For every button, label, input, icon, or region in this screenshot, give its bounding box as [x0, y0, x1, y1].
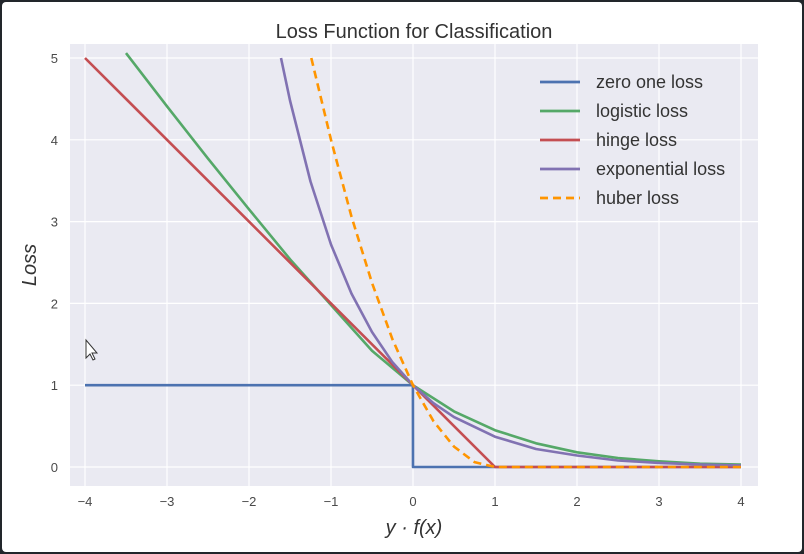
legend-label: huber loss	[596, 188, 679, 208]
y-tick-label: 4	[51, 133, 58, 148]
y-tick-label: 5	[51, 51, 58, 66]
x-tick-label: −3	[160, 494, 175, 509]
legend-label: exponential loss	[596, 159, 725, 179]
legend-label: logistic loss	[596, 101, 688, 121]
x-tick-label: 0	[409, 494, 416, 509]
tick-labels: −4 −3 −2 −1 0 1 2 3 4 0 1 2 3 4 5	[51, 51, 745, 509]
x-tick-label: −4	[78, 494, 93, 509]
mouse-cursor-icon	[85, 338, 99, 361]
legend-label: hinge loss	[596, 130, 677, 150]
y-tick-label: 3	[51, 215, 58, 230]
y-tick-label: 2	[51, 296, 58, 311]
x-tick-label: −2	[242, 494, 257, 509]
x-tick-label: 2	[573, 494, 580, 509]
series-line-logistic-loss	[124, 52, 742, 466]
x-tick-label: −1	[324, 494, 339, 509]
series-line-huber-loss	[310, 57, 741, 469]
y-tick-label: 0	[51, 460, 58, 475]
x-axis-title: y · f(x)	[384, 517, 443, 539]
series-lines	[84, 52, 742, 469]
x-tick-label: 3	[655, 494, 662, 509]
x-tick-label: 1	[491, 494, 498, 509]
series-line-exponential-loss	[279, 57, 742, 467]
legend: zero one loss logistic loss hinge loss expo…	[540, 72, 725, 208]
legend-label: zero one loss	[596, 72, 703, 92]
chart-title: Loss Function for Classification	[276, 21, 553, 43]
y-axis-title: Loss	[19, 244, 41, 286]
x-tick-label: 4	[737, 494, 744, 509]
y-tick-label: 1	[51, 378, 58, 393]
